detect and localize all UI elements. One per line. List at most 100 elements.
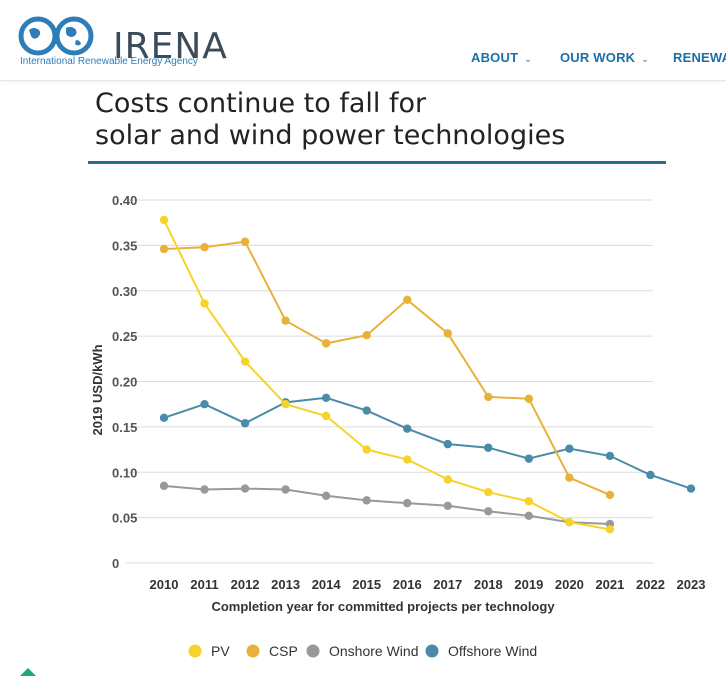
legend-label: PV <box>211 643 230 659</box>
data-point-pv <box>159 215 169 225</box>
y-axis-label: 2019 USD/kWh <box>90 344 105 435</box>
nav-about-label: ABOUT <box>471 50 519 65</box>
x-tick-label: 2011 <box>190 577 218 592</box>
data-point-pv <box>565 517 574 527</box>
data-point-csp <box>443 329 452 338</box>
data-point-pv <box>524 497 534 506</box>
series-line-pv <box>163 219 611 531</box>
y-tick-label: 0.20 <box>112 375 137 390</box>
legend-label: Offshore Wind <box>448 643 537 659</box>
headline-line-2: solar and wind power technologies <box>95 120 566 151</box>
headline-divider <box>88 161 666 164</box>
data-point-offshore <box>686 484 696 493</box>
x-tick-label: 2014 <box>312 577 342 592</box>
data-point-csp <box>484 392 493 402</box>
x-tick-label: 2020 <box>555 577 584 592</box>
logo-wordmark: IRENA <box>113 26 228 67</box>
site-header: IRENA International Renewable Energy Age… <box>0 0 726 81</box>
headline-line-1: Costs continue to fall for <box>95 88 427 119</box>
legend-swatch <box>246 644 260 658</box>
data-point-offshore <box>443 439 452 449</box>
data-point-onshore <box>240 484 250 493</box>
x-axis-label: Completion year for committed projects p… <box>211 599 555 614</box>
y-tick-label: 0.35 <box>112 238 137 253</box>
globe-icon <box>18 16 94 56</box>
legend-swatch <box>188 644 202 658</box>
data-point-offshore <box>240 419 250 428</box>
x-tick-labels: 2010 2011 2012 2013 2014 2015 2016 2017 2018 2019… <box>150 577 706 592</box>
y-tick-label: 0 <box>112 556 119 571</box>
series-pv <box>159 215 615 534</box>
legend-item-csp[interactable]: CSP <box>246 643 298 659</box>
corner-mark <box>20 668 36 676</box>
data-point-csp <box>565 473 574 482</box>
y-tick-label: 0.15 <box>112 420 137 435</box>
data-point-pv <box>362 445 371 454</box>
data-point-offshore <box>646 470 655 480</box>
nav-renewable-label: RENEWABLE <box>673 50 726 65</box>
chart-series <box>159 215 696 534</box>
data-point-csp <box>362 331 371 340</box>
data-point-onshore <box>159 481 169 491</box>
data-point-onshore <box>321 491 331 501</box>
legend-item-pv[interactable]: PV <box>188 643 231 659</box>
y-tick-label: 0.10 <box>112 465 137 480</box>
nav-our-work-label: OUR WORK <box>560 50 636 65</box>
data-point-pv <box>321 411 331 421</box>
legend-label: CSP <box>269 643 298 659</box>
series-offshore <box>159 393 696 493</box>
x-tick-label: 2012 <box>231 577 260 592</box>
x-tick-label: 2017 <box>433 577 462 592</box>
x-tick-label: 2023 <box>677 577 706 592</box>
series-onshore <box>159 481 615 529</box>
data-point-pv <box>403 455 412 464</box>
x-tick-label: 2022 <box>636 577 665 592</box>
data-point-offshore <box>159 413 169 422</box>
irena-logo[interactable]: IRENA International Renewable Energy Age… <box>18 12 227 70</box>
data-point-onshore <box>484 507 493 516</box>
legend-item-offshore[interactable]: Offshore Wind <box>425 643 538 659</box>
series-line-csp <box>163 240 611 496</box>
x-tick-label: 2013 <box>271 577 300 592</box>
chevron-down-icon: ⌄ <box>641 54 650 64</box>
data-point-onshore <box>362 496 371 505</box>
nav-about[interactable]: ABOUT ⌄ <box>471 50 532 65</box>
data-point-pv <box>240 357 250 366</box>
series-line-offshore <box>163 396 692 490</box>
data-point-onshore <box>200 485 209 494</box>
data-point-offshore <box>200 399 209 409</box>
data-point-onshore <box>443 501 452 511</box>
article-headline: Costs continue to fall for solar and win… <box>95 88 565 152</box>
nav-our-work[interactable]: OUR WORK ⌄ <box>560 50 649 65</box>
data-point-offshore <box>362 406 371 415</box>
data-point-offshore <box>605 451 615 461</box>
data-point-pv <box>605 525 615 534</box>
data-point-csp <box>240 237 250 246</box>
y-tick-label: 0.30 <box>112 284 137 299</box>
logo-subtitle: International Renewable Energy Agency <box>20 56 198 67</box>
data-point-onshore <box>524 511 534 521</box>
x-tick-label: 2018 <box>474 577 503 592</box>
data-point-offshore <box>321 393 331 403</box>
nav-renewable[interactable]: RENEWABLE <box>673 50 726 65</box>
data-point-csp <box>321 339 331 348</box>
data-point-pv <box>281 399 290 409</box>
chart-legend: PV CSP Onshore Wind Offshore Wind <box>188 643 538 659</box>
data-point-csp <box>403 295 412 305</box>
data-point-offshore <box>565 444 574 453</box>
data-point-csp <box>524 394 534 403</box>
data-point-csp <box>159 244 169 254</box>
data-point-pv <box>200 299 209 308</box>
data-point-offshore <box>484 443 493 452</box>
y-tick-label: 0.25 <box>112 329 137 344</box>
data-point-offshore <box>524 454 534 463</box>
series-line-onshore <box>163 484 610 525</box>
data-point-onshore <box>403 498 412 508</box>
data-point-offshore <box>403 424 412 433</box>
x-tick-label: 2015 <box>352 577 381 592</box>
legend-swatch <box>425 644 439 658</box>
data-point-csp <box>281 316 290 325</box>
legend-item-onshore[interactable]: Onshore Wind <box>306 643 419 659</box>
data-point-onshore <box>281 485 290 494</box>
